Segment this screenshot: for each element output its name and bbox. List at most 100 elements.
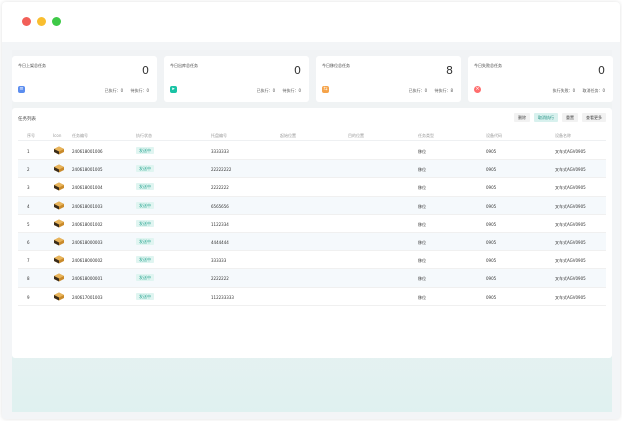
col-header: 序号 bbox=[27, 133, 35, 138]
card-value: 0 bbox=[294, 64, 301, 77]
card-value: 8 bbox=[446, 64, 453, 77]
row-index: 4 bbox=[27, 203, 30, 209]
pallet-code: 3333333 bbox=[211, 149, 229, 154]
device-name: 叉车式AGV0905 bbox=[555, 203, 586, 209]
device-name: 叉车式AGV0905 bbox=[555, 294, 586, 300]
table-row[interactable]: 3 240618001004 发送中 2222222 移位 0905 叉车式AGV0905 bbox=[18, 178, 606, 197]
table-row[interactable]: 5 240618001002 发送中 1122334 移位 0905 叉车式AGV0905 bbox=[18, 215, 606, 233]
pallet-box-icon bbox=[53, 181, 65, 191]
outbound-icon: ▸ bbox=[170, 86, 177, 93]
col-header: 起始位置 bbox=[280, 133, 296, 138]
device-code: 0905 bbox=[486, 221, 497, 227]
card-done-count: 已执行：0 bbox=[256, 88, 276, 93]
pallet-box-icon bbox=[53, 254, 65, 264]
device-name: 叉车式AGV0905 bbox=[555, 149, 586, 154]
task-code: 240618001004 bbox=[72, 185, 103, 191]
device-name: 叉车式AGV0905 bbox=[555, 276, 586, 282]
card-done-count: 已执行：0 bbox=[408, 88, 428, 93]
pallet-code: 4444444 bbox=[211, 239, 229, 245]
pallet-box-icon bbox=[53, 163, 65, 173]
device-code: 0905 bbox=[486, 294, 497, 300]
device-name: 叉车式AGV0905 bbox=[555, 239, 586, 245]
table-row[interactable]: 6 240618000003 发送中 4444444 移位 0905 叉车式AGV0905 bbox=[18, 232, 606, 252]
card-failed-tasks: 今日失败总任务 0 × 执行失败：0 取消任务：0 bbox=[468, 56, 613, 102]
exec-status: 发送中 bbox=[136, 165, 154, 173]
card-value: 0 bbox=[142, 64, 149, 77]
reset-button[interactable]: 重置 bbox=[562, 113, 578, 122]
task-type: 移位 bbox=[418, 294, 426, 300]
task-code: 240618000003 bbox=[72, 239, 103, 245]
panel-title: 任务列表 bbox=[18, 117, 36, 122]
table-row[interactable]: 1 240618001006 发送中 3333333 移位 0905 叉车式AGV0905 bbox=[18, 142, 606, 161]
task-type: 移位 bbox=[418, 258, 426, 264]
minimize-window-button[interactable] bbox=[37, 17, 46, 26]
exec-status: 发送中 bbox=[136, 237, 154, 245]
pallet-code: 2222222 bbox=[211, 185, 229, 191]
card-outbound-tasks: 今日出库总任务 0 ▸ 已执行：0 待执行：0 bbox=[164, 56, 309, 102]
task-code: 240618001002 bbox=[72, 221, 103, 227]
delete-button[interactable]: 删除 bbox=[514, 113, 530, 122]
pallet-code: 1122334 bbox=[211, 221, 229, 227]
device-code: 0905 bbox=[486, 258, 497, 264]
exec-status: 发送中 bbox=[136, 201, 154, 209]
task-code: 240618001003 bbox=[72, 203, 103, 209]
table-row[interactable]: 7 240618000002 发送中 333333 移位 0905 叉车式AGV0905 bbox=[18, 251, 606, 270]
row-index: 9 bbox=[27, 294, 30, 300]
window-titlebar bbox=[2, 2, 620, 42]
col-header: Icon bbox=[53, 133, 62, 138]
close-window-button[interactable] bbox=[22, 17, 31, 26]
device-code: 0905 bbox=[486, 276, 497, 282]
card-cancelled-count: 取消任务：0 bbox=[582, 88, 605, 93]
pallet-box-icon bbox=[53, 236, 65, 246]
exec-status: 发送中 bbox=[136, 147, 154, 154]
dashboard: 今日上架总任务 0 ≡ 已执行：0 待执行：0 今日出库总任务 0 ▸ 已执行：… bbox=[12, 50, 613, 412]
device-code: 0905 bbox=[486, 239, 497, 245]
table-header: 序号 Icon 任务编号 执行状态 托盘编号 起始位置 目的位置 任务类型 设备… bbox=[18, 130, 606, 141]
exec-status: 发送中 bbox=[136, 219, 154, 227]
pallet-code: 2222222 bbox=[211, 276, 229, 282]
exec-status: 发送中 bbox=[136, 183, 154, 191]
card-failed-count: 执行失败：0 bbox=[552, 88, 576, 93]
pallet-box-icon bbox=[53, 145, 65, 155]
card-footer: 已执行：0 待执行：8 bbox=[403, 88, 453, 94]
table-row[interactable]: 4 240618001003 发送中 6565656 移位 0905 叉车式AGV0905 bbox=[18, 196, 606, 215]
table-row[interactable]: 9 240617001003 发送中 112233333 移位 0905 叉车式AGV090… bbox=[18, 288, 606, 306]
task-type: 移位 bbox=[418, 239, 426, 245]
task-code: 240617001003 bbox=[72, 294, 103, 300]
col-header: 托盘编号 bbox=[211, 133, 227, 138]
card-footer: 已执行：0 待执行：0 bbox=[99, 88, 149, 94]
card-shelving-tasks: 今日上架总任务 0 ≡ 已执行：0 待执行：0 bbox=[12, 56, 157, 102]
task-code: 240618000001 bbox=[72, 276, 103, 282]
device-name: 叉车式AGV0905 bbox=[555, 221, 586, 227]
error-icon: × bbox=[474, 86, 481, 93]
row-index: 3 bbox=[27, 185, 30, 191]
card-pending-count: 待执行：0 bbox=[282, 88, 301, 93]
row-index: 5 bbox=[27, 221, 30, 227]
task-code: 240618001006 bbox=[72, 149, 103, 154]
device-code: 0905 bbox=[486, 203, 497, 209]
task-code: 240618000002 bbox=[72, 258, 103, 264]
exec-status: 发送中 bbox=[136, 256, 154, 264]
card-done-count: 已执行：0 bbox=[104, 88, 124, 93]
pallet-box-icon bbox=[53, 218, 65, 228]
task-type: 移位 bbox=[418, 149, 426, 154]
panel-actions: 删除 取消执行 重置 查看更多 bbox=[514, 113, 606, 122]
card-pending-count: 待执行：8 bbox=[434, 88, 453, 93]
table-row[interactable]: 2 240618001005 发送中 22222222 移位 0905 叉车式AGV0905 bbox=[18, 160, 606, 179]
card-footer: 执行失败：0 取消任务：0 bbox=[547, 88, 605, 94]
row-index: 2 bbox=[27, 167, 30, 173]
row-index: 6 bbox=[27, 239, 30, 245]
row-index: 8 bbox=[27, 276, 30, 282]
pallet-box-icon bbox=[53, 291, 65, 301]
task-code: 240618001005 bbox=[72, 167, 103, 173]
cancel-execution-button[interactable]: 取消执行 bbox=[534, 113, 558, 122]
maximize-window-button[interactable] bbox=[52, 17, 61, 26]
view-more-button[interactable]: 查看更多 bbox=[582, 113, 606, 122]
device-code: 0905 bbox=[486, 185, 497, 191]
table-row[interactable]: 8 240618000001 发送中 2222222 移位 0905 叉车式AGV0905 bbox=[18, 269, 606, 288]
card-move-tasks: 今日移位总任务 8 ⇆ 已执行：0 待执行：8 bbox=[316, 56, 461, 102]
move-icon: ⇆ bbox=[322, 86, 329, 93]
col-header: 执行状态 bbox=[136, 133, 152, 138]
device-name: 叉车式AGV0905 bbox=[555, 185, 586, 191]
